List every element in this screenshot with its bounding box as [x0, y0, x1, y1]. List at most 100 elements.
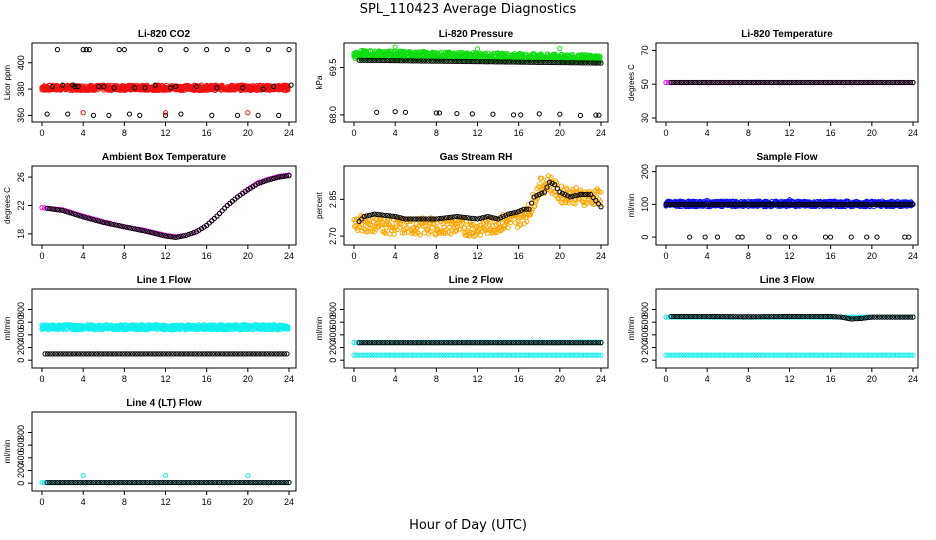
line-point	[691, 79, 697, 86]
data-point	[101, 83, 107, 90]
curve-point	[402, 216, 409, 222]
panel-title: Line 4 (LT) Flow	[126, 398, 202, 409]
curve-point	[65, 209, 71, 215]
curve-point	[498, 215, 504, 221]
line-point	[897, 79, 903, 86]
plot-frame	[655, 165, 919, 246]
line-point	[848, 79, 854, 86]
data-point	[240, 85, 246, 91]
line-point	[546, 59, 553, 66]
curve-point	[410, 216, 416, 222]
data-point	[86, 47, 92, 53]
x-tick-label: 12	[160, 497, 170, 507]
curve-point	[518, 207, 524, 213]
line-point	[738, 79, 744, 86]
line-point	[804, 79, 811, 86]
line-point	[480, 59, 486, 65]
cloud-point	[507, 220, 513, 226]
data-point	[510, 112, 517, 118]
x-tick-label: 24	[284, 128, 294, 138]
data-point	[557, 111, 563, 117]
line-point	[577, 60, 584, 66]
curve-point	[83, 214, 89, 221]
x-tick-label: 16	[202, 251, 212, 261]
curve-point	[400, 215, 406, 221]
line-point	[426, 58, 432, 64]
x-tick-label: 4	[705, 128, 710, 138]
x-tick-label: 8	[122, 128, 127, 138]
line-point	[500, 59, 506, 65]
line-point	[477, 59, 483, 65]
curve-point	[180, 233, 187, 239]
line-point	[395, 58, 401, 64]
y-tick-label: 50	[640, 79, 650, 89]
cloud-point	[417, 232, 423, 238]
line-point	[523, 59, 529, 65]
curve-point	[408, 216, 414, 222]
curve-point	[428, 216, 434, 222]
data-point	[288, 82, 294, 88]
line-point	[694, 79, 700, 86]
x-tick-label: 4	[393, 251, 398, 261]
x-tick-label: 16	[202, 128, 212, 138]
line-point	[397, 58, 403, 64]
curve-point	[544, 184, 550, 190]
line-point	[763, 79, 769, 86]
curve-point	[147, 229, 153, 235]
cloud-point	[404, 224, 410, 231]
curve-point	[111, 222, 117, 228]
page-title: SPL_110423 Average Diagnostics	[359, 2, 577, 17]
curve-point	[72, 211, 79, 218]
curve-point	[121, 224, 127, 230]
curve-point	[516, 209, 522, 215]
cloud-point	[545, 186, 551, 193]
x-tick-label: 16	[202, 374, 212, 384]
x-tick-label: 20	[555, 251, 565, 261]
x-tick-label: 16	[202, 497, 212, 507]
data-point	[848, 234, 854, 240]
cloud-point	[573, 184, 579, 191]
data-point	[183, 47, 189, 53]
line-point	[564, 60, 571, 66]
line-point	[781, 79, 787, 86]
data-point	[111, 85, 117, 91]
data-point	[234, 112, 241, 118]
x-tick-label: 12	[472, 374, 482, 384]
data-point	[687, 234, 693, 240]
curve-point	[67, 210, 73, 216]
curve-point	[472, 216, 478, 222]
line-point	[490, 59, 496, 65]
line-point	[753, 79, 759, 86]
line-point	[758, 79, 764, 86]
y-tick-label: 200	[640, 164, 650, 179]
line-point	[508, 59, 514, 65]
curve-point	[134, 226, 140, 233]
panel-title: Li-820 Temperature	[741, 29, 833, 40]
line-point	[539, 59, 545, 65]
curve-point	[462, 214, 468, 221]
x-tick-label: 12	[160, 128, 170, 138]
x-tick-label: 20	[243, 251, 253, 261]
cloud-point	[363, 229, 369, 235]
line-point	[750, 79, 757, 86]
line-point	[446, 58, 452, 64]
curve-point	[405, 216, 411, 222]
x-tick-label: 8	[122, 251, 127, 261]
curve-point	[191, 230, 197, 236]
line-point	[598, 60, 604, 66]
line-point	[423, 58, 429, 64]
line-point	[676, 79, 682, 86]
data-point	[474, 46, 481, 52]
data-point	[106, 112, 112, 118]
line-point	[374, 57, 380, 64]
line-point	[768, 79, 775, 86]
cloud-point	[492, 229, 499, 236]
cloud-point	[551, 189, 557, 195]
data-point	[469, 111, 475, 117]
cloud-point	[501, 223, 507, 229]
line-point	[593, 60, 599, 66]
curve-point	[137, 227, 143, 233]
curve-point	[260, 179, 266, 185]
